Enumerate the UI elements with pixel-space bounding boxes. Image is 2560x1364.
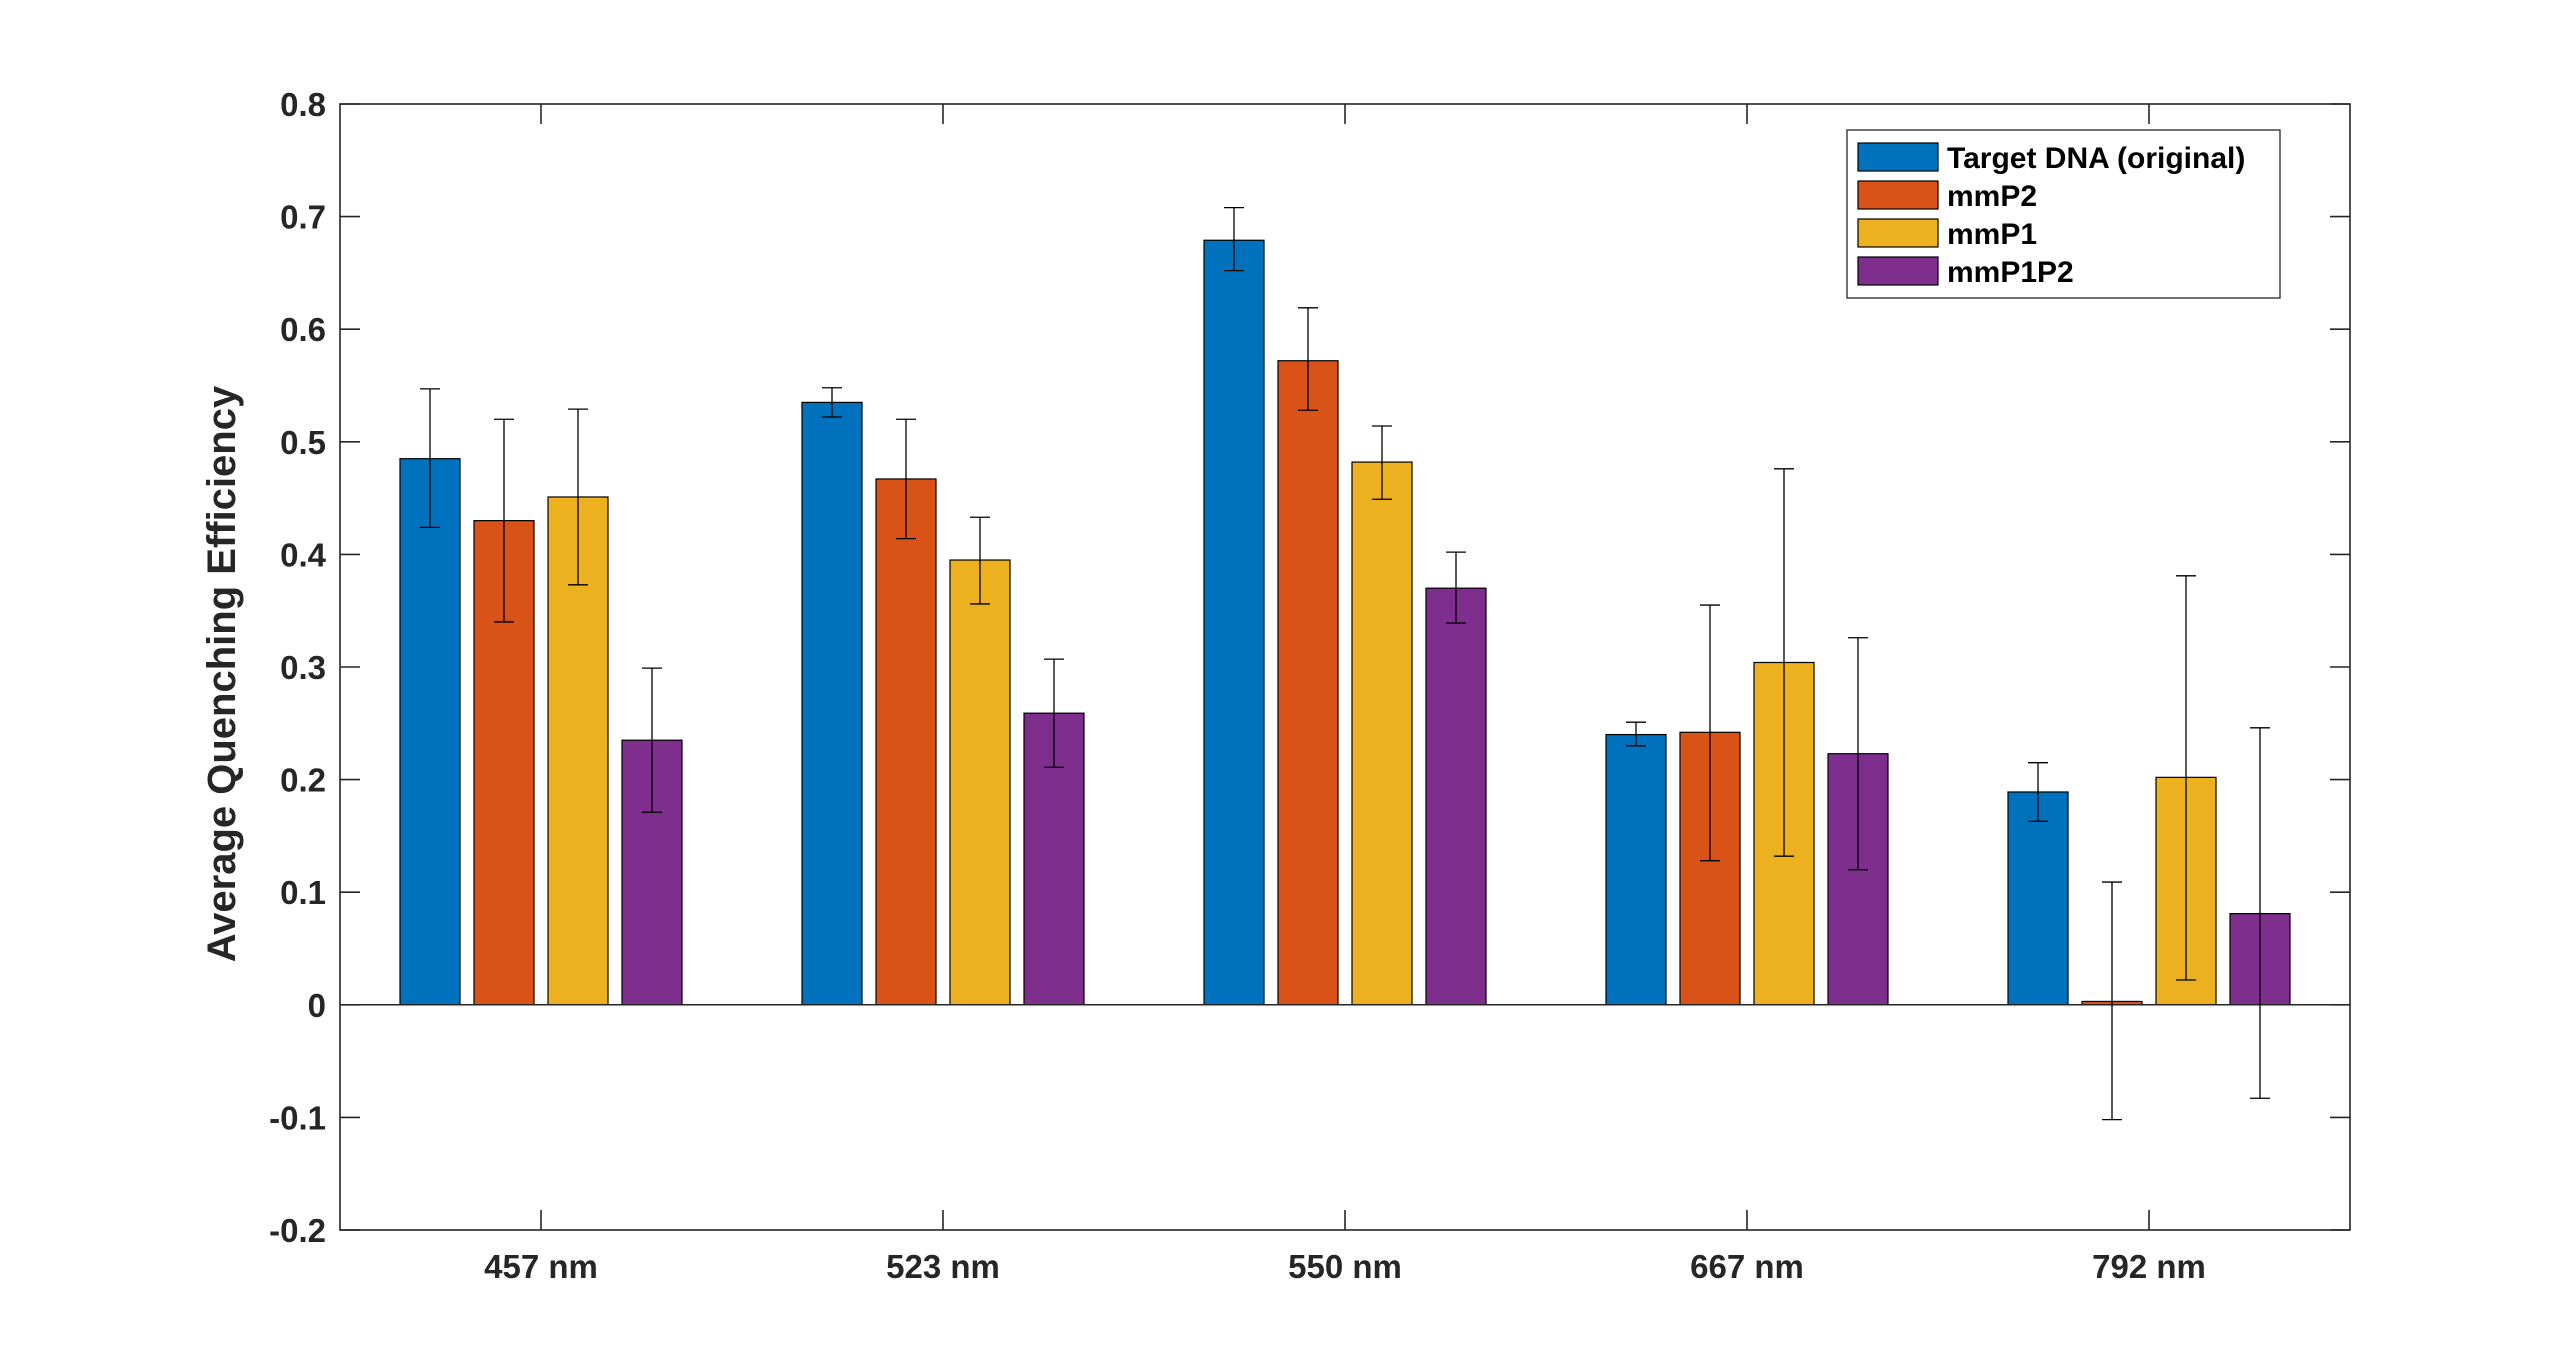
legend-label-mmp1p2: mmP1P2 — [1947, 256, 2074, 289]
x-tick-label: 550 nm — [1288, 1248, 1402, 1285]
bar-mmp1-523-nm — [949, 559, 1011, 1006]
error-bar-mmp1-457-nm — [568, 408, 588, 586]
error-bar-mmp2-457-nm — [494, 418, 514, 623]
error-bar-mmp1-667-nm — [1774, 468, 1794, 857]
bar-target-dna-original--550-nm — [1203, 239, 1265, 1006]
bar-target-dna-original--523-nm — [801, 401, 863, 1006]
bar-mmp2-550-nm — [1277, 360, 1339, 1006]
legend-label-mmp1: mmP1 — [1947, 218, 2037, 251]
legend-label-target-dna-original-: Target DNA (original) — [1947, 142, 2245, 175]
y-tick-label: 0.4 — [280, 536, 327, 573]
error-bar-mmp1-792-nm — [2176, 575, 2196, 981]
legend-label-mmp2: mmP2 — [1947, 180, 2037, 213]
error-bar-mmp1-523-nm — [970, 516, 990, 605]
x-tick-label: 792 nm — [2092, 1248, 2206, 1285]
legend-swatch-target-dna-original- — [1857, 142, 1939, 172]
error-bar-mmp1p2-550-nm — [1446, 551, 1466, 624]
y-tick-label: 0.8 — [280, 86, 326, 123]
y-tick-label: 0.7 — [280, 199, 326, 236]
legend-swatch-mmp2 — [1857, 180, 1939, 210]
legend-swatch-mmp1 — [1857, 218, 1939, 248]
error-bar-target-dna-original--457-nm — [420, 388, 440, 529]
y-tick-label: -0.1 — [269, 1099, 326, 1136]
y-tick-label: 0.5 — [280, 424, 326, 461]
y-tick-label: 0.3 — [280, 649, 326, 686]
error-bar-mmp1p2-667-nm — [1848, 637, 1868, 871]
y-tick-label: 0.6 — [280, 311, 326, 348]
x-tick-label: 523 nm — [886, 1248, 1000, 1285]
y-tick-label: 0 — [308, 987, 326, 1024]
error-bar-mmp2-667-nm — [1700, 604, 1720, 862]
error-bar-target-dna-original--523-nm — [822, 387, 842, 418]
error-bar-mmp1p2-523-nm — [1044, 658, 1064, 768]
x-tick-label: 667 nm — [1690, 1248, 1804, 1285]
legend: Target DNA (original) mmP2 mmP1 mmP1P2 — [1846, 129, 2281, 299]
bar-mmp2-523-nm — [875, 478, 937, 1006]
error-bar-target-dna-original--550-nm — [1224, 206, 1244, 272]
y-tick-label: 0.1 — [280, 874, 326, 911]
bar-mmp1p2-550-nm — [1425, 587, 1487, 1006]
y-axis-title: Average Quenching Efficiency — [200, 385, 244, 962]
error-bar-mmp1p2-457-nm — [642, 667, 662, 813]
y-tick-label: 0.2 — [280, 762, 326, 799]
error-bar-mmp1p2-792-nm — [2250, 727, 2270, 1099]
x-tick-label: 457 nm — [484, 1248, 598, 1285]
legend-swatch-mmp1p2 — [1857, 256, 1939, 286]
error-bar-target-dna-original--667-nm — [1626, 721, 1646, 747]
bar-target-dna-original--792-nm — [2007, 791, 2069, 1006]
bar-target-dna-original--457-nm — [399, 458, 461, 1006]
bar-target-dna-original--667-nm — [1605, 733, 1667, 1006]
error-bar-mmp2-523-nm — [896, 418, 916, 540]
y-tick-label: -0.2 — [269, 1212, 326, 1249]
bar-mmp1-550-nm — [1351, 461, 1413, 1006]
error-bar-mmp2-550-nm — [1298, 307, 1318, 411]
error-bar-target-dna-original--792-nm — [2028, 762, 2048, 822]
error-bar-mmp2-792-nm — [2102, 881, 2122, 1121]
error-bar-mmp1-550-nm — [1372, 425, 1392, 500]
